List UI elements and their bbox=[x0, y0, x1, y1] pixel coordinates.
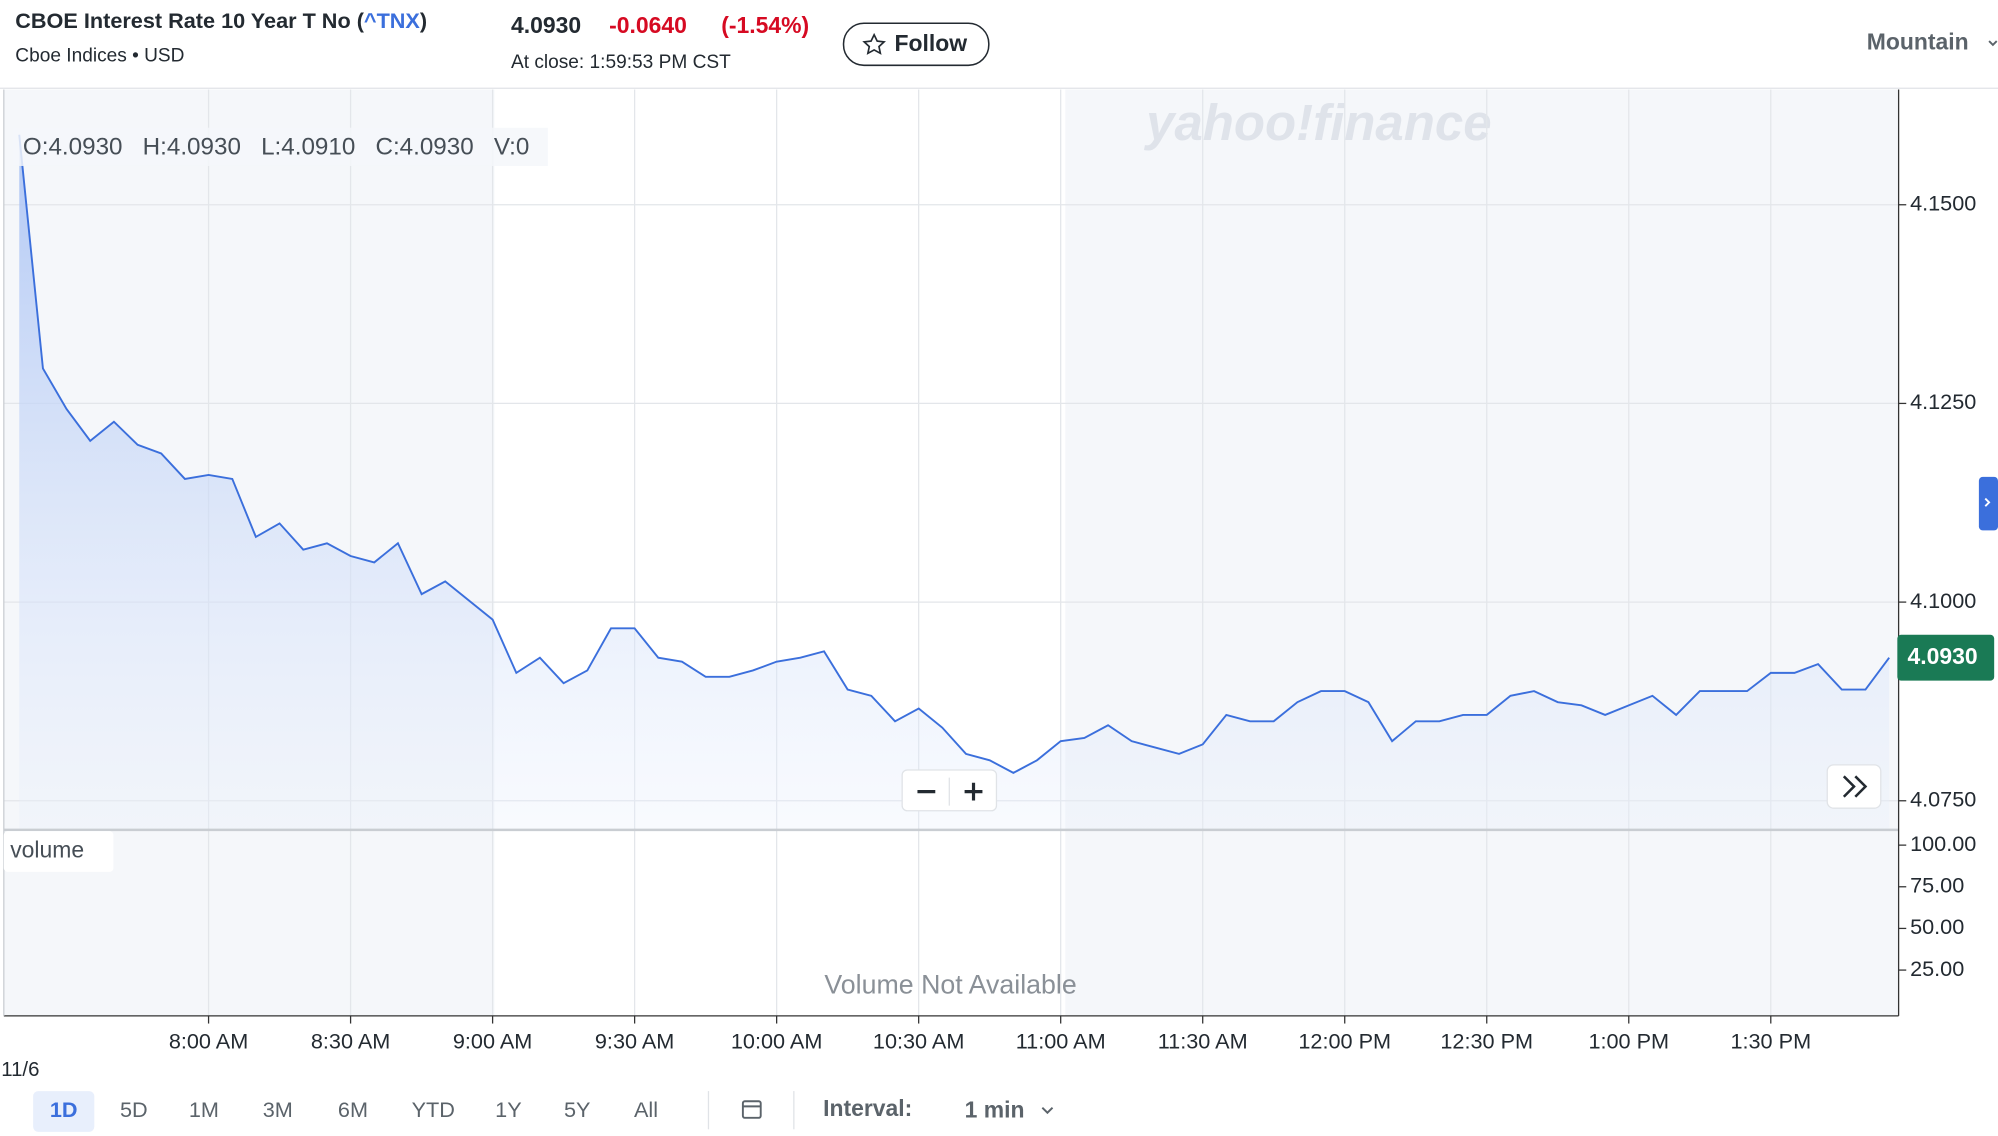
x-tick-label: 9:30 AM bbox=[595, 1028, 674, 1053]
range-button[interactable]: All bbox=[634, 1097, 658, 1122]
volume-y-tick-label: 50.00 bbox=[1910, 914, 1964, 939]
date-label: 11/6 bbox=[1, 1059, 39, 1081]
interval-label: Interval: bbox=[823, 1095, 912, 1121]
y-tick-label: 4.1000 bbox=[1910, 588, 1976, 613]
side-tab-icon bbox=[1984, 497, 1991, 507]
volume-y-tick-label: 75.00 bbox=[1910, 872, 1964, 897]
range-button[interactable]: 1M bbox=[189, 1097, 219, 1122]
x-tick-label: 8:30 AM bbox=[311, 1028, 390, 1053]
range-active-bg bbox=[33, 1091, 95, 1132]
change: -0.0640 bbox=[609, 12, 687, 38]
price-line bbox=[18, 134, 1890, 774]
range-button[interactable]: 6M bbox=[338, 1097, 368, 1122]
follow-button[interactable]: Follow bbox=[842, 22, 990, 67]
range-selector: 1D 5D 1M 3M 6M YTD 1Y 5Y All bbox=[33, 1091, 658, 1132]
title: CBOE Interest Rate 10 Year T No (^TNX) bbox=[15, 8, 427, 33]
follow-label: Follow bbox=[895, 30, 968, 56]
y-tick-label: 4.1500 bbox=[1910, 190, 1976, 215]
y-tick-label: 4.0750 bbox=[1910, 786, 1976, 811]
calendar-body bbox=[741, 1100, 762, 1119]
change-pct: (-1.54%) bbox=[721, 12, 809, 38]
x-tick-label: 1:00 PM bbox=[1588, 1028, 1669, 1053]
close-time: At close: 1:59:53 PM CST bbox=[511, 52, 731, 73]
y-tick-label: 4.1250 bbox=[1910, 389, 1976, 414]
volume-y-tick-label: 100.00 bbox=[1910, 831, 1976, 856]
x-tick-label: 10:30 AM bbox=[873, 1028, 965, 1053]
volume-y-tick-label: 25.00 bbox=[1910, 956, 1964, 981]
scroll-icon bbox=[1842, 775, 1868, 798]
x-tick-label: 10:00 AM bbox=[731, 1028, 823, 1053]
interval-caret bbox=[1041, 1106, 1054, 1115]
plot: yahoo!finance bbox=[3, 89, 1899, 1016]
follow-border bbox=[842, 22, 990, 67]
range-button[interactable]: 3M bbox=[263, 1097, 293, 1122]
timezone[interactable]: Mountain bbox=[1867, 29, 1969, 55]
calendar-icon[interactable] bbox=[741, 1100, 762, 1119]
x-tick-label: 1:30 PM bbox=[1730, 1028, 1811, 1053]
title-prefix: CBOE Interest Rate 10 Year T No ( bbox=[15, 8, 364, 33]
range-button[interactable]: YTD bbox=[412, 1097, 455, 1122]
exchange: Cboe Indices • USD bbox=[15, 45, 184, 66]
x-tick-label: 8:00 AM bbox=[169, 1028, 248, 1053]
volume-message: Volume Not Available bbox=[824, 970, 1076, 1000]
scroll-end[interactable] bbox=[1826, 764, 1882, 809]
x-tick-label: 11:30 AM bbox=[1158, 1028, 1248, 1053]
timezone-caret bbox=[1988, 40, 1998, 47]
session-band bbox=[1065, 89, 1899, 1016]
ohlc-bg bbox=[12, 127, 548, 166]
range-button[interactable]: 1D bbox=[50, 1097, 78, 1122]
price: 4.0930 bbox=[511, 12, 581, 38]
zoom-controls bbox=[901, 769, 998, 812]
range-button[interactable]: 1Y bbox=[495, 1097, 522, 1122]
price-area bbox=[19, 134, 1890, 829]
x-tick-label: 12:30 PM bbox=[1440, 1028, 1533, 1053]
symbol[interactable]: ^TNX bbox=[364, 8, 421, 33]
last-price-label: 4.0930 bbox=[1908, 643, 1978, 669]
last-price-tag bbox=[1897, 634, 1995, 681]
zoom-in[interactable] bbox=[964, 782, 983, 801]
range-button[interactable]: 5Y bbox=[564, 1097, 591, 1122]
watermark: yahoo!finance bbox=[1143, 94, 1491, 151]
interval-value[interactable]: 1 min bbox=[965, 1097, 1025, 1123]
ohlc: O:4.0930 H:4.0930 L:4.0910 C:4.0930 V:0 bbox=[23, 134, 529, 161]
range-button[interactable]: 5D bbox=[120, 1097, 148, 1122]
x-tick-label: 11:00 AM bbox=[1016, 1028, 1106, 1053]
x-tick-label: 12:00 PM bbox=[1298, 1028, 1391, 1053]
star-icon bbox=[862, 32, 886, 55]
volume-tag-bg bbox=[3, 831, 114, 872]
volume-label: volume bbox=[10, 837, 84, 863]
title-suffix: ) bbox=[420, 8, 427, 33]
x-tick-label: 9:00 AM bbox=[453, 1028, 532, 1053]
